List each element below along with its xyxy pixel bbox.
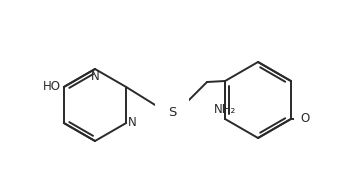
Text: HO: HO [43, 81, 61, 93]
Text: O: O [300, 112, 309, 126]
Text: N: N [91, 70, 99, 83]
Text: S: S [168, 107, 176, 120]
Text: N: N [128, 116, 137, 130]
Text: NH₂: NH₂ [214, 103, 236, 116]
